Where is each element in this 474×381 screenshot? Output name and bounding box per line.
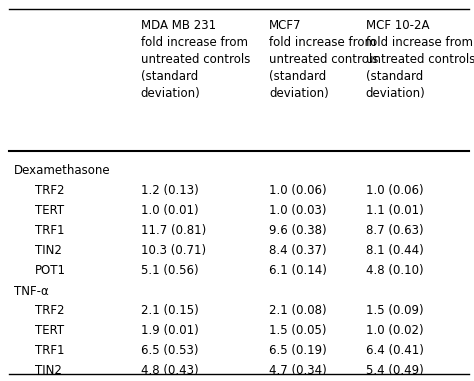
Text: 4.8 (0.10): 4.8 (0.10) [366, 264, 423, 277]
Text: 9.6 (0.38): 9.6 (0.38) [269, 224, 327, 237]
Text: 1.5 (0.05): 1.5 (0.05) [269, 324, 327, 337]
Text: 6.4 (0.41): 6.4 (0.41) [366, 344, 424, 357]
Text: 2.1 (0.08): 2.1 (0.08) [269, 304, 327, 317]
Text: 6.5 (0.19): 6.5 (0.19) [269, 344, 327, 357]
Text: TIN2: TIN2 [35, 365, 62, 378]
Text: 8.1 (0.44): 8.1 (0.44) [366, 244, 424, 257]
Text: TIN2: TIN2 [35, 244, 62, 257]
Text: 1.5 (0.09): 1.5 (0.09) [366, 304, 423, 317]
Text: 1.0 (0.02): 1.0 (0.02) [366, 324, 423, 337]
Text: TERT: TERT [35, 324, 64, 337]
Text: 1.9 (0.01): 1.9 (0.01) [140, 324, 198, 337]
Text: 1.0 (0.06): 1.0 (0.06) [269, 184, 327, 197]
Text: 4.7 (0.34): 4.7 (0.34) [269, 365, 327, 378]
Text: TERT: TERT [35, 204, 64, 217]
Text: TRF1: TRF1 [35, 224, 64, 237]
Text: 6.1 (0.14): 6.1 (0.14) [269, 264, 327, 277]
Text: 1.0 (0.01): 1.0 (0.01) [140, 204, 198, 217]
Text: 6.5 (0.53): 6.5 (0.53) [140, 344, 198, 357]
Text: 1.2 (0.13): 1.2 (0.13) [140, 184, 198, 197]
Text: TRF1: TRF1 [35, 344, 64, 357]
Text: MCF 10-2A
fold increase from
untreated controls
(standard
deviation): MCF 10-2A fold increase from untreated c… [366, 19, 474, 100]
Text: 2.1 (0.15): 2.1 (0.15) [140, 304, 198, 317]
Text: 1.1 (0.01): 1.1 (0.01) [366, 204, 424, 217]
Text: 1.0 (0.03): 1.0 (0.03) [269, 204, 327, 217]
Text: TRF2: TRF2 [35, 304, 64, 317]
Text: 10.3 (0.71): 10.3 (0.71) [140, 244, 206, 257]
Text: 8.7 (0.63): 8.7 (0.63) [366, 224, 423, 237]
Text: 1.0 (0.06): 1.0 (0.06) [366, 184, 423, 197]
Text: TRF2: TRF2 [35, 184, 64, 197]
Text: POT1: POT1 [35, 264, 66, 277]
Text: 5.4 (0.49): 5.4 (0.49) [366, 365, 424, 378]
Text: 8.4 (0.37): 8.4 (0.37) [269, 244, 327, 257]
Text: MCF7
fold increase from
untreated controls
(standard
deviation): MCF7 fold increase from untreated contro… [269, 19, 379, 100]
Text: MDA MB 231
fold increase from
untreated controls
(standard
deviation): MDA MB 231 fold increase from untreated … [140, 19, 250, 100]
Text: 11.7 (0.81): 11.7 (0.81) [140, 224, 206, 237]
Text: 5.1 (0.56): 5.1 (0.56) [140, 264, 198, 277]
Text: 4.8 (0.43): 4.8 (0.43) [140, 365, 198, 378]
Text: Dexamethasone: Dexamethasone [14, 164, 111, 178]
Text: TNF-α: TNF-α [14, 285, 49, 298]
